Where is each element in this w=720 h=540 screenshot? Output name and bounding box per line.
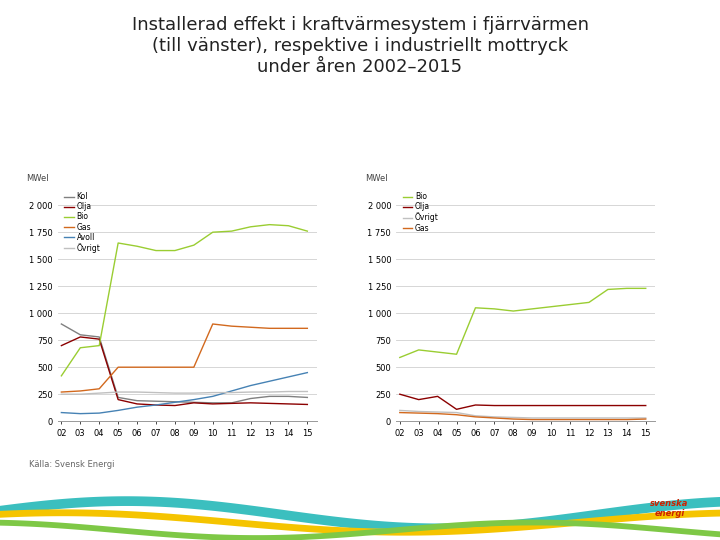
Legend: Bio, Olja, Övrigt, Gas: Bio, Olja, Övrigt, Gas bbox=[400, 189, 442, 235]
Text: Källa: Svensk Energi: Källa: Svensk Energi bbox=[29, 460, 114, 469]
Text: Installerad effekt i kraftvärmesystem i fjärrvärmen
(till vänster), respektive i: Installerad effekt i kraftvärmesystem i … bbox=[132, 16, 588, 76]
Text: MWel: MWel bbox=[365, 174, 387, 183]
Text: svenska
energi: svenska energi bbox=[650, 499, 689, 518]
Legend: Kol, Olja, Bio, Gas, Avoll, Övrigt: Kol, Olja, Bio, Gas, Avoll, Övrigt bbox=[61, 189, 104, 256]
Text: MWel: MWel bbox=[27, 174, 49, 183]
